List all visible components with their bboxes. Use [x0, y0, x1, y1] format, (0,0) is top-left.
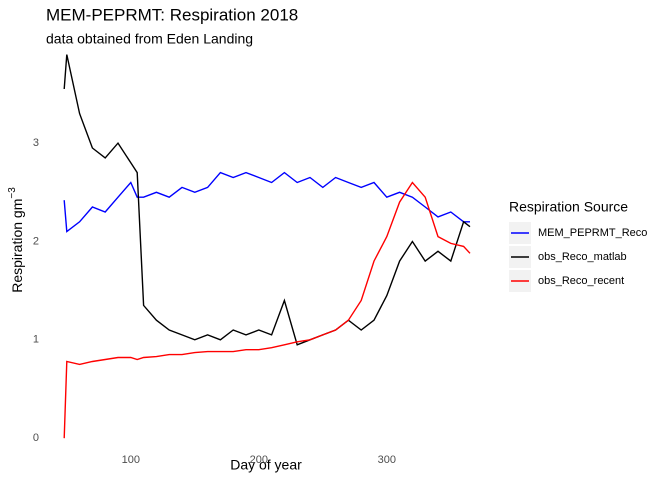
x-tick-label: 200	[250, 454, 268, 466]
legend-label: obs_Reco_matlab	[538, 251, 627, 263]
x-tick-label: 100	[122, 454, 140, 466]
legend-title: Respiration Source	[509, 199, 628, 215]
y-axis-label-exponent: −3	[7, 187, 18, 199]
chart-subtitle: data obtained from Eden Landing	[46, 31, 253, 47]
x-axis-label: Day of year	[230, 457, 302, 473]
legend-label: MEM_PEPRMT_Reco	[538, 227, 647, 239]
series-line	[63, 54, 471, 346]
y-tick-label: 2	[33, 235, 39, 247]
y-tick-label: 1	[33, 334, 39, 346]
y-tick-label: 0	[33, 432, 39, 444]
y-axis-label-text: Respiration gm	[9, 199, 25, 293]
y-tick-label: 3	[33, 137, 39, 149]
legend-label: obs_Reco_recent	[538, 275, 624, 287]
x-tick-label: 300	[378, 454, 396, 466]
series-line	[63, 181, 471, 439]
y-axis-label: Respiration gm−3	[7, 187, 25, 293]
series-line	[63, 171, 470, 233]
chart-title: MEM-PEPRMT: Respiration 2018	[46, 5, 298, 24]
